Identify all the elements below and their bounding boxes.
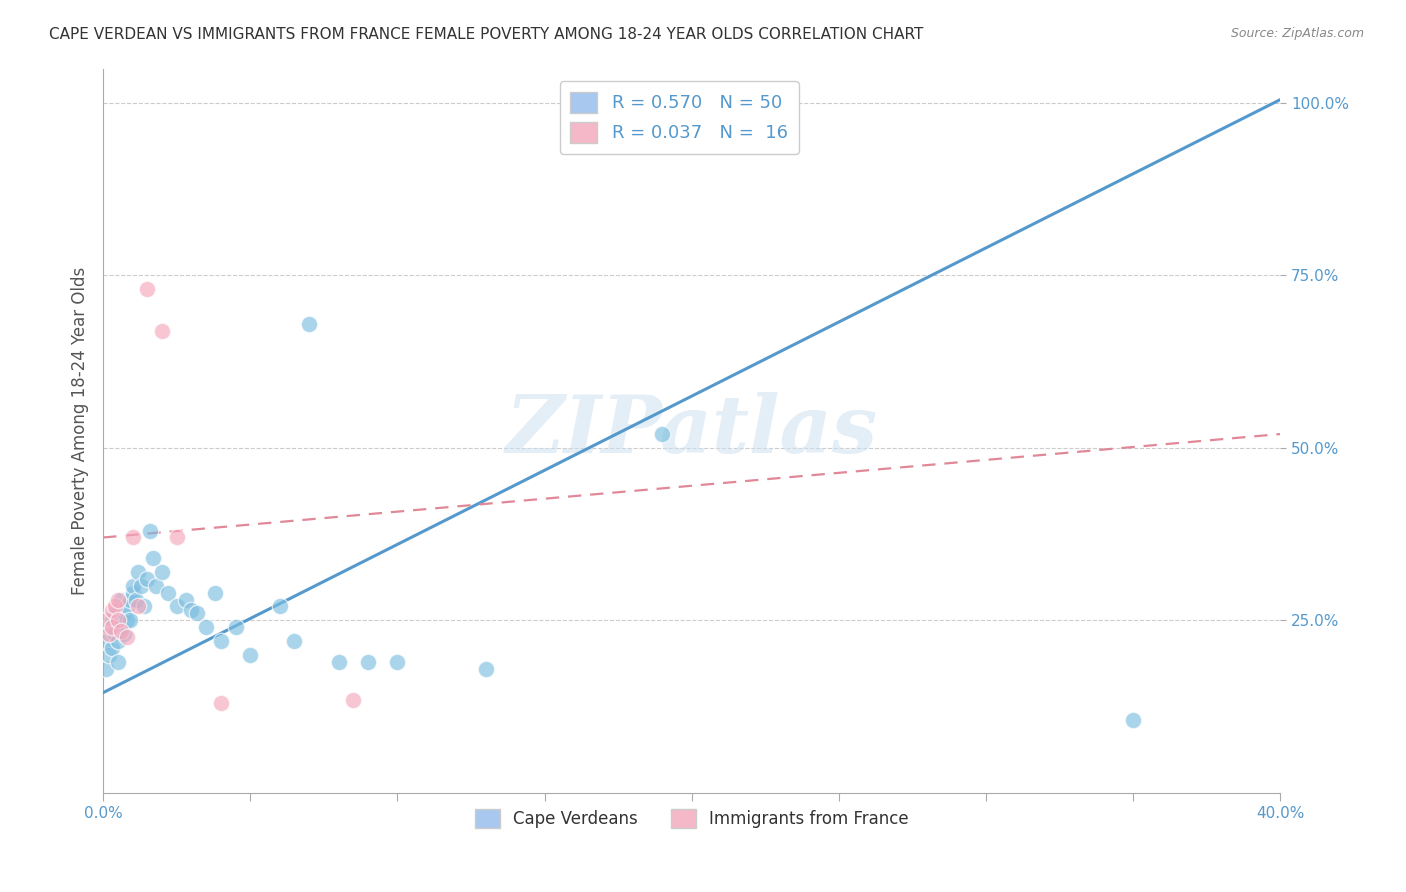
Point [328, 655, 350, 669]
Point [104, 607, 127, 621]
Point [269, 599, 291, 614]
Point [166, 531, 188, 545]
Point [112, 607, 135, 621]
Point [209, 634, 232, 648]
Point [166, 599, 188, 614]
Point [107, 592, 129, 607]
Legend: Cape Verdeans, Immigrants from France: Cape Verdeans, Immigrants from France [468, 803, 915, 835]
Point [121, 585, 143, 599]
Point [115, 599, 138, 614]
Point [115, 631, 138, 645]
Point [150, 324, 173, 338]
Point [651, 427, 673, 442]
Point [115, 613, 138, 627]
Point [124, 592, 146, 607]
Point [204, 585, 226, 599]
Point [112, 627, 135, 641]
Point [98, 648, 121, 662]
Point [136, 572, 159, 586]
Point [474, 661, 496, 675]
Point [239, 648, 262, 662]
Point [98, 627, 121, 641]
Point [101, 640, 124, 655]
Point [107, 634, 129, 648]
Point [209, 696, 232, 710]
Point [357, 655, 380, 669]
Point [98, 620, 121, 634]
Point [110, 624, 132, 638]
Point [110, 592, 132, 607]
Point [107, 655, 129, 669]
Point [342, 692, 364, 706]
Point [150, 565, 173, 579]
Text: Source: ZipAtlas.com: Source: ZipAtlas.com [1230, 27, 1364, 40]
Text: CAPE VERDEAN VS IMMIGRANTS FROM FRANCE FEMALE POVERTY AMONG 18-24 YEAR OLDS CORR: CAPE VERDEAN VS IMMIGRANTS FROM FRANCE F… [49, 27, 924, 42]
Point [142, 551, 165, 566]
Point [186, 607, 208, 621]
Point [283, 634, 305, 648]
Point [101, 620, 124, 634]
Point [131, 579, 153, 593]
Point [127, 599, 149, 614]
Point [139, 524, 162, 538]
Point [118, 592, 141, 607]
Point [1122, 713, 1144, 727]
Point [387, 655, 409, 669]
Point [145, 579, 167, 593]
Point [101, 603, 124, 617]
Point [94, 613, 117, 627]
Point [136, 282, 159, 296]
Point [107, 613, 129, 627]
Point [180, 603, 202, 617]
Point [121, 579, 143, 593]
Point [298, 317, 321, 331]
Y-axis label: Female Poverty Among 18-24 Year Olds: Female Poverty Among 18-24 Year Olds [72, 267, 89, 595]
Point [110, 620, 132, 634]
Point [104, 627, 127, 641]
Point [101, 613, 124, 627]
Point [156, 585, 179, 599]
Point [94, 661, 117, 675]
Text: ZIPatlas: ZIPatlas [506, 392, 877, 469]
Point [195, 620, 218, 634]
Point [174, 592, 197, 607]
Point [121, 531, 143, 545]
Point [94, 634, 117, 648]
Point [740, 95, 762, 110]
Point [225, 620, 247, 634]
Point [104, 599, 127, 614]
Point [118, 613, 141, 627]
Point [134, 599, 156, 614]
Point [107, 613, 129, 627]
Point [127, 565, 149, 579]
